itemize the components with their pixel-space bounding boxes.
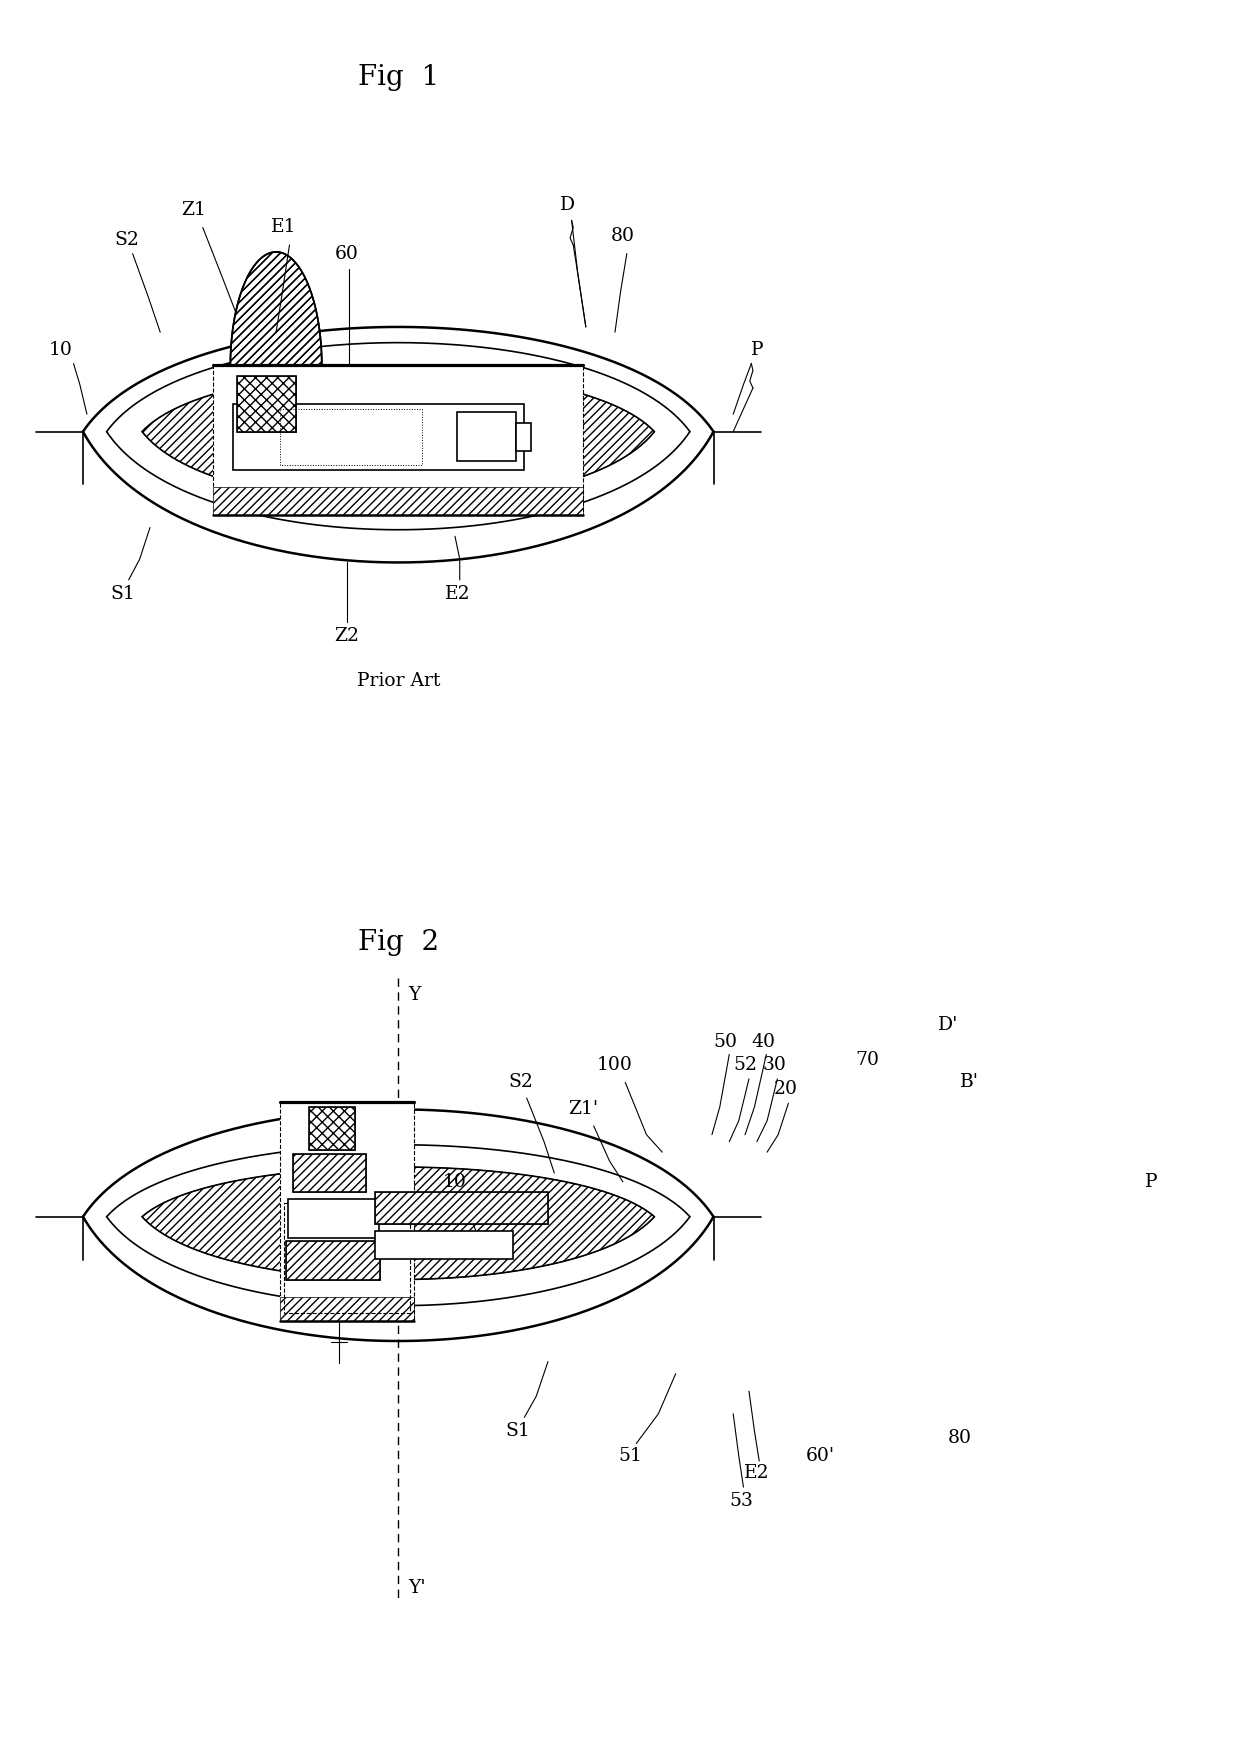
Text: Prior Art: Prior Art [357, 671, 440, 691]
Bar [285, 1241, 381, 1280]
Text: 60: 60 [335, 245, 358, 263]
Text: B': B' [960, 1073, 980, 1092]
Bar [213, 487, 584, 515]
Text: S1: S1 [506, 1422, 531, 1441]
Bar [284, 1203, 410, 1313]
Bar [213, 365, 584, 515]
Text: 51: 51 [619, 1446, 642, 1466]
Polygon shape [143, 1167, 655, 1280]
Bar [458, 412, 517, 461]
Text: 100: 100 [596, 1055, 632, 1075]
Bar [374, 1192, 548, 1224]
Bar [237, 375, 296, 431]
Bar [374, 1192, 548, 1224]
Text: P: P [1145, 1173, 1157, 1190]
Text: 52: 52 [733, 1055, 758, 1075]
Text: E1: E1 [272, 219, 296, 237]
Bar [280, 1297, 414, 1322]
Bar [285, 1241, 381, 1280]
Text: 60': 60' [805, 1446, 835, 1466]
Text: D': D' [939, 1015, 959, 1034]
Text: Z1: Z1 [181, 202, 206, 219]
Text: D: D [560, 196, 575, 214]
Bar [213, 487, 584, 515]
Bar [237, 375, 296, 431]
Bar [280, 1101, 414, 1322]
Bar [309, 1106, 355, 1150]
Text: 40: 40 [751, 1033, 775, 1052]
Bar [280, 1101, 414, 1322]
Bar [294, 1153, 366, 1192]
Text: 10: 10 [48, 340, 73, 359]
Text: 30: 30 [763, 1055, 787, 1075]
Text: S2: S2 [114, 231, 139, 249]
Text: 80: 80 [947, 1429, 971, 1448]
Bar [213, 365, 584, 515]
Text: Fig  2: Fig 2 [357, 929, 439, 957]
Text: 70: 70 [856, 1050, 879, 1069]
Bar [309, 1106, 355, 1150]
Polygon shape [231, 252, 322, 365]
Bar [294, 1153, 366, 1192]
Text: 20: 20 [774, 1080, 799, 1099]
Bar [280, 1297, 414, 1322]
Text: 50: 50 [713, 1033, 738, 1052]
Text: 10: 10 [443, 1173, 467, 1190]
Text: 80: 80 [611, 228, 635, 245]
Bar [517, 422, 531, 451]
Text: E2: E2 [445, 586, 470, 603]
Polygon shape [143, 372, 655, 503]
Text: Fig  1: Fig 1 [357, 63, 439, 91]
Text: E2: E2 [744, 1464, 770, 1483]
Text: Y: Y [408, 987, 420, 1004]
Bar [280, 408, 422, 465]
Text: 53: 53 [729, 1492, 753, 1509]
Bar [233, 403, 525, 470]
Text: Z1': Z1' [568, 1099, 599, 1118]
Text: Z2: Z2 [335, 628, 360, 645]
Text: S2: S2 [508, 1073, 533, 1092]
Text: P: P [750, 340, 763, 359]
Bar [288, 1199, 378, 1238]
Text: Y': Y' [408, 1579, 427, 1597]
Text: S1: S1 [110, 586, 135, 603]
Bar [374, 1231, 512, 1259]
